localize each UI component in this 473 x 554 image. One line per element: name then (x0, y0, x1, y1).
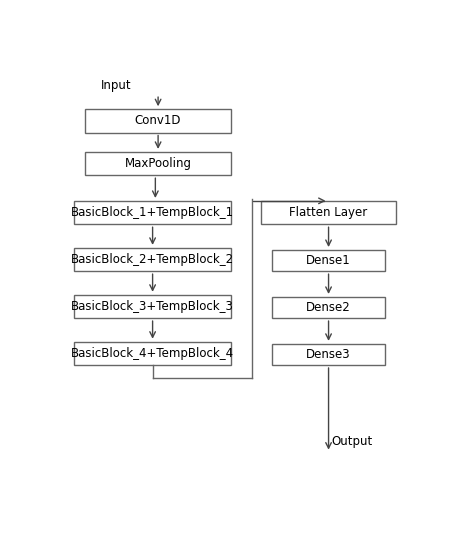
Text: MaxPooling: MaxPooling (124, 157, 192, 170)
Text: Flatten Layer: Flatten Layer (289, 206, 368, 219)
Text: BasicBlock_2+TempBlock_2: BasicBlock_2+TempBlock_2 (71, 253, 234, 266)
Text: Dense1: Dense1 (306, 254, 351, 267)
Text: Conv1D: Conv1D (135, 114, 181, 127)
Text: Dense3: Dense3 (306, 348, 351, 361)
Text: BasicBlock_3+TempBlock_3: BasicBlock_3+TempBlock_3 (71, 300, 234, 313)
FancyBboxPatch shape (272, 250, 385, 271)
FancyBboxPatch shape (85, 152, 231, 175)
Text: BasicBlock_4+TempBlock_4: BasicBlock_4+TempBlock_4 (71, 347, 234, 360)
FancyBboxPatch shape (85, 109, 231, 132)
FancyBboxPatch shape (261, 201, 396, 224)
Text: Input: Input (101, 79, 131, 92)
FancyBboxPatch shape (272, 297, 385, 318)
FancyBboxPatch shape (272, 343, 385, 365)
Text: Output: Output (332, 435, 373, 448)
Text: Dense2: Dense2 (306, 301, 351, 314)
FancyBboxPatch shape (74, 201, 231, 224)
FancyBboxPatch shape (74, 295, 231, 318)
FancyBboxPatch shape (74, 342, 231, 365)
FancyBboxPatch shape (74, 248, 231, 271)
Text: BasicBlock_1+TempBlock_1: BasicBlock_1+TempBlock_1 (71, 206, 234, 219)
